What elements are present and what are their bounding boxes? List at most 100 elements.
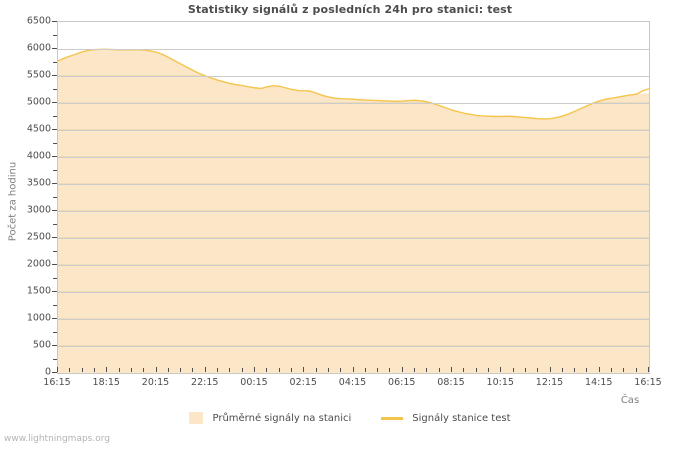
legend-entry[interactable]: Průměrné signály na stanici xyxy=(189,412,351,424)
line-path xyxy=(58,48,649,120)
x-tick-label: 18:15 xyxy=(92,377,120,388)
y-tick-label: 4000 xyxy=(26,150,51,162)
plot-area xyxy=(57,21,650,374)
y-tick-label: 2000 xyxy=(26,258,51,270)
x-tick-minor xyxy=(365,368,366,372)
gridline xyxy=(58,211,649,212)
plot-inner xyxy=(58,22,649,373)
x-axis-title: Čas xyxy=(620,395,640,406)
y-tick-major xyxy=(52,291,57,292)
y-tick-major xyxy=(52,264,57,265)
y-tick-major xyxy=(52,21,57,22)
x-tick-minor xyxy=(340,368,341,372)
x-tick-label: 16:15 xyxy=(43,377,71,388)
y-tick-minor xyxy=(53,358,57,360)
gridline xyxy=(58,184,649,185)
y-tick-minor xyxy=(53,61,57,63)
y-tick-major xyxy=(52,75,57,76)
x-tick-major xyxy=(451,367,452,372)
x-tick-label: 04:15 xyxy=(338,377,367,388)
x-tick-label: 06:15 xyxy=(388,377,416,388)
y-axis: 0 500 1000 1500 2000 2500 3000 3500 4000 4500 5000… xyxy=(0,0,57,400)
x-tick-minor xyxy=(266,368,267,372)
legend-area-swatch-icon xyxy=(189,412,204,424)
x-tick-minor xyxy=(537,368,538,372)
series-station-test-line xyxy=(58,48,649,120)
y-tick-minor xyxy=(53,34,57,36)
x-tick-minor xyxy=(143,368,144,372)
y-tick-minor xyxy=(53,304,57,306)
y-tick-label: 5000 xyxy=(26,96,51,108)
x-tick-label: 14:15 xyxy=(585,377,613,388)
x-tick-minor xyxy=(229,368,230,372)
y-tick-label: 500 xyxy=(32,339,51,351)
y-tick-label: 1500 xyxy=(26,285,51,297)
x-tick-label: 12:15 xyxy=(535,377,564,388)
y-tick-major xyxy=(52,156,57,157)
x-tick-minor xyxy=(389,368,390,372)
x-tick-major xyxy=(254,367,255,372)
y-tick-label: 2500 xyxy=(26,231,51,243)
gridline xyxy=(58,103,649,104)
x-tick-minor xyxy=(279,368,280,372)
x-tick-minor xyxy=(180,368,181,372)
y-tick-major xyxy=(52,210,57,211)
x-tick-label: 00:15 xyxy=(240,377,268,388)
y-tick-minor xyxy=(53,331,57,333)
y-tick-minor xyxy=(53,169,57,171)
legend-entry[interactable]: Signály stanice test xyxy=(381,413,511,424)
gridline xyxy=(58,238,649,239)
y-tick-minor xyxy=(53,196,57,198)
x-tick-label: 22:15 xyxy=(191,377,219,388)
watermark-url: www.lightningmaps.org xyxy=(4,434,110,444)
gridline xyxy=(58,130,649,131)
x-tick-major xyxy=(353,367,354,372)
y-tick-major xyxy=(52,318,57,319)
x-tick-major xyxy=(599,367,600,372)
x-tick-minor xyxy=(513,368,514,372)
y-tick-label: 5500 xyxy=(26,69,51,81)
gridline xyxy=(58,346,649,347)
x-tick-label: 08:15 xyxy=(437,377,465,388)
y-tick-label: 6000 xyxy=(26,42,51,54)
x-tick-minor xyxy=(586,368,587,372)
x-tick-minor xyxy=(414,368,415,372)
y-tick-label: 4500 xyxy=(26,123,51,135)
x-tick-minor xyxy=(426,368,427,372)
y-tick-label: 0 xyxy=(44,366,51,378)
y-tick-minor xyxy=(53,250,57,252)
x-tick-minor xyxy=(82,368,83,372)
y-tick-major xyxy=(52,102,57,103)
x-tick-minor xyxy=(217,368,218,372)
gridline xyxy=(58,49,649,50)
x-tick-minor xyxy=(636,368,637,372)
x-tick-major xyxy=(156,367,157,372)
gridline xyxy=(58,292,649,293)
y-tick-major xyxy=(52,237,57,238)
y-tick-major xyxy=(52,372,57,373)
y-tick-minor xyxy=(53,142,57,144)
x-tick-major xyxy=(106,367,107,372)
x-tick-label: 20:15 xyxy=(141,377,170,388)
y-tick-label: 3500 xyxy=(26,177,51,189)
x-tick-minor xyxy=(242,368,243,372)
y-tick-major xyxy=(52,129,57,130)
x-tick-minor xyxy=(611,368,612,372)
x-tick-minor xyxy=(377,368,378,372)
y-tick-minor xyxy=(53,223,57,225)
x-tick-major xyxy=(303,367,304,372)
x-tick-major xyxy=(205,367,206,372)
gridline xyxy=(58,76,649,77)
gridline xyxy=(58,265,649,266)
x-tick-minor xyxy=(328,368,329,372)
x-tick-label: 10:15 xyxy=(486,377,514,388)
x-tick-minor xyxy=(574,368,575,372)
y-axis-title: Počet za hodinu xyxy=(7,161,19,242)
x-tick-major xyxy=(402,367,403,372)
x-tick-minor xyxy=(439,368,440,372)
x-tick-major xyxy=(550,367,551,372)
x-tick-minor xyxy=(525,368,526,372)
x-tick-minor xyxy=(119,368,120,372)
y-tick-label: 1000 xyxy=(26,312,51,324)
x-tick-minor xyxy=(623,368,624,372)
